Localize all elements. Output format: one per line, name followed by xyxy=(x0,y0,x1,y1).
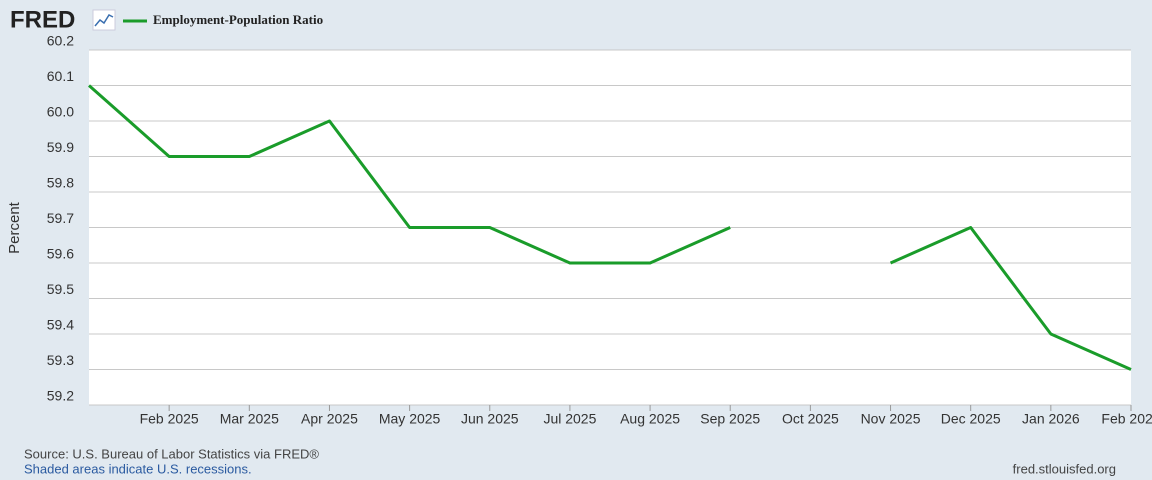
x-tick-label: Dec 2025 xyxy=(941,411,1001,427)
x-tick-label: Jul 2025 xyxy=(543,411,596,427)
y-tick-label: 60.2 xyxy=(47,33,74,49)
x-tick-label: Jun 2025 xyxy=(461,411,519,427)
y-tick-label: 59.6 xyxy=(47,246,74,262)
y-tick-label: 59.8 xyxy=(47,175,74,191)
x-tick-label: Aug 2025 xyxy=(620,411,680,427)
y-tick-label: 59.9 xyxy=(47,139,74,155)
x-tick-label: Oct 2025 xyxy=(782,411,839,427)
logo-icon xyxy=(92,9,116,31)
x-tick-label: Mar 2025 xyxy=(220,411,279,427)
y-tick-label: 60.0 xyxy=(47,104,74,120)
source: Source: U.S. Bureau of Labor Statistics … xyxy=(24,446,319,461)
y-tick-label: 59.7 xyxy=(47,210,74,226)
x-tick-label: Nov 2025 xyxy=(861,411,921,427)
y-tick-label: 60.1 xyxy=(47,68,74,84)
x-tick-label: Feb 2026 xyxy=(1101,411,1152,427)
y-axis-label: Percent xyxy=(6,201,23,254)
x-tick-label: Sep 2025 xyxy=(700,411,760,427)
logo[interactable]: FRED xyxy=(10,6,75,33)
x-tick-label: Feb 2025 xyxy=(140,411,199,427)
y-tick-label: 59.5 xyxy=(47,281,74,297)
y-tick-label: 59.3 xyxy=(47,352,74,368)
note[interactable]: Shaded areas indicate U.S. recessions. xyxy=(24,461,252,476)
y-tick-label: 59.4 xyxy=(47,317,74,333)
x-tick-label: Jan 2026 xyxy=(1022,411,1080,427)
legend-label: Employment-Population Ratio xyxy=(153,12,323,27)
y-tick-label: 59.2 xyxy=(47,388,74,404)
credit[interactable]: fred.stlouisfed.org xyxy=(1013,461,1116,476)
x-tick-label: Apr 2025 xyxy=(301,411,358,427)
x-tick-label: May 2025 xyxy=(379,411,441,427)
data-line xyxy=(88,84,1132,371)
